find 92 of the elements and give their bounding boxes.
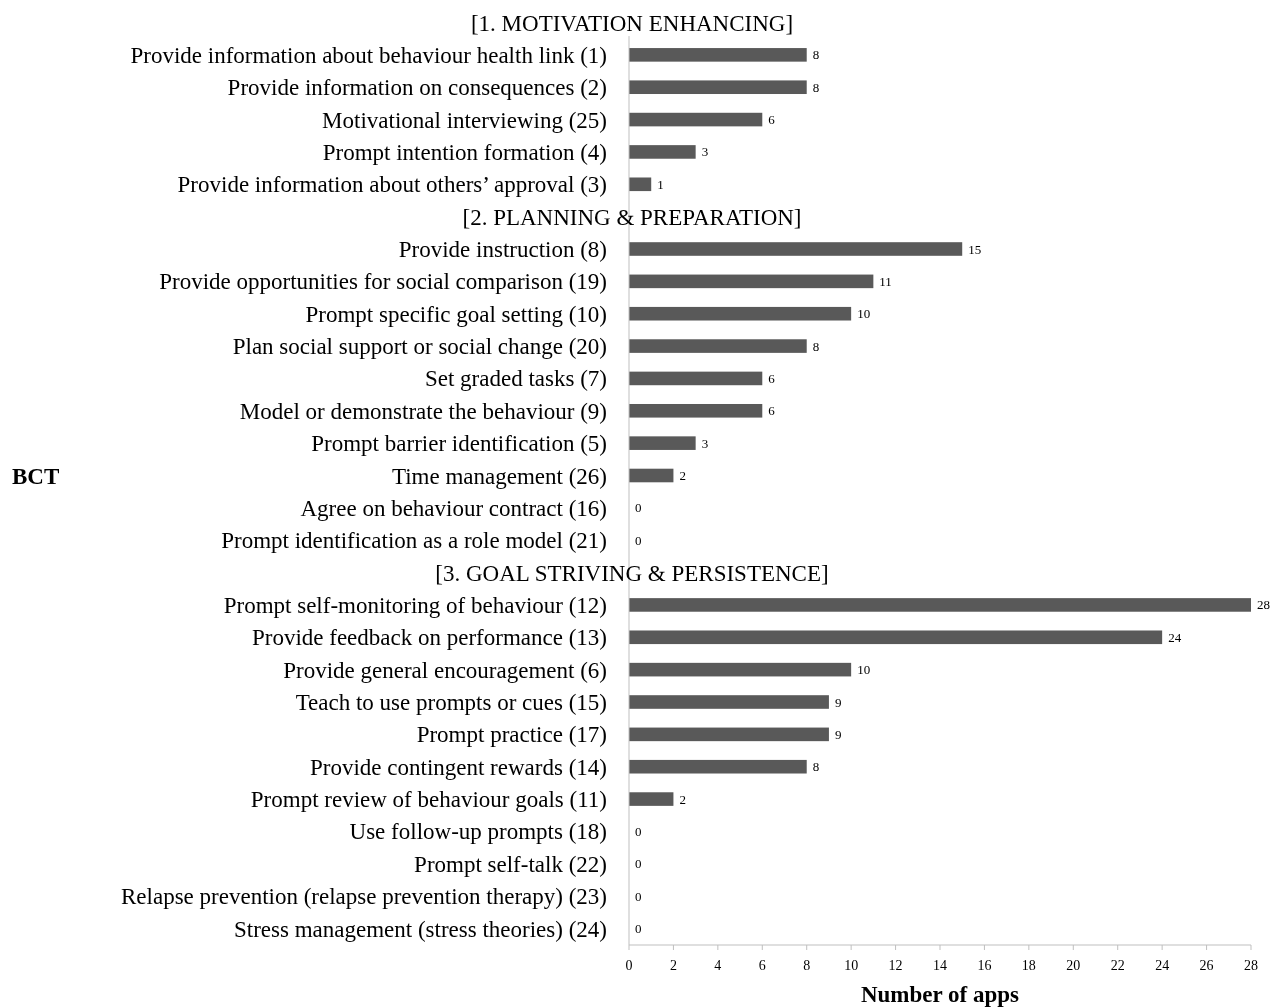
x-tick-label: 10 — [844, 958, 859, 973]
y-tick-label: Motivational interviewing (25) — [322, 107, 607, 133]
x-tick-label: 24 — [1155, 958, 1170, 973]
bar — [629, 112, 763, 127]
bar — [629, 695, 829, 709]
bar — [629, 242, 963, 256]
y-tick-label: Teach to use prompts or cues (15) — [295, 690, 607, 716]
annotation: [3. GOAL STRIVING & PERSISTENCE] — [435, 560, 829, 586]
x-tick-label: 28 — [1244, 958, 1258, 973]
bar — [629, 662, 852, 677]
bar — [629, 727, 829, 742]
y-tick-label: Prompt practice (17) — [416, 722, 607, 748]
x-tick-label: 8 — [803, 958, 811, 973]
y-tick-label: Agree on behaviour contract (16) — [300, 495, 607, 521]
x-tick-label: 4 — [714, 958, 722, 973]
y-tick-label: Provide feedback on performance (13) — [251, 625, 607, 651]
data-label: 15 — [968, 241, 982, 257]
y-tick-label: Stress management (stress theories) (24) — [233, 916, 607, 942]
bar — [629, 792, 674, 806]
data-label: 0 — [635, 888, 642, 904]
data-label: 0 — [635, 856, 642, 872]
y-tick-label: Relapse prevention (relapse prevention therapy) (23) — [121, 884, 607, 910]
bar — [629, 371, 763, 386]
bar — [629, 630, 1163, 645]
y-tick-label: Set graded tasks (7) — [424, 366, 607, 392]
y-tick-label: Use follow-up prompts (18) — [349, 819, 607, 845]
data-label: 2 — [679, 468, 686, 484]
bar — [629, 339, 807, 353]
bar — [629, 80, 807, 95]
bar — [629, 48, 807, 62]
data-label: 11 — [879, 273, 892, 289]
data-label: 24 — [1168, 629, 1182, 645]
y-tick-label: Prompt barrier identification (5) — [311, 431, 607, 457]
bar — [629, 598, 1251, 612]
x-tick-label: 6 — [758, 958, 766, 973]
y-tick-label: Prompt review of behaviour goals (11) — [250, 787, 607, 813]
x-tick-label: 14 — [933, 958, 947, 973]
x-tick-label: 0 — [625, 958, 633, 973]
y-tick-label: Prompt self-talk (22) — [414, 851, 607, 877]
data-label: 3 — [701, 435, 709, 451]
bar — [629, 403, 763, 418]
data-label: 6 — [768, 370, 776, 386]
x-tick-label: 26 — [1199, 958, 1214, 973]
data-label: 6 — [768, 112, 776, 128]
x-axis-title: Number of apps — [860, 982, 1020, 1007]
y-tick-label: Provide opportunities for social comparison (19) — [159, 269, 607, 295]
bar — [629, 468, 674, 483]
data-label: 1 — [657, 176, 664, 192]
y-tick-label: Prompt specific goal setting (10) — [305, 301, 607, 327]
data-label: 9 — [834, 694, 842, 710]
data-label: 0 — [635, 532, 642, 548]
y-axis-title: BCT — [12, 463, 60, 489]
bar — [629, 274, 874, 289]
data-label: 28 — [1257, 597, 1270, 613]
y-tick-label: Provide instruction (8) — [398, 237, 607, 263]
bar — [629, 145, 696, 159]
data-label: 8 — [812, 79, 820, 95]
data-label: 8 — [812, 47, 820, 63]
x-tick-label: 12 — [888, 958, 903, 973]
data-label: 0 — [635, 823, 642, 839]
y-tick-label: Model or demonstrate the behaviour (9) — [239, 398, 607, 424]
text: [1. MOTIVATION ENHANCING] — [470, 10, 794, 36]
data-label: 3 — [701, 144, 709, 160]
bar — [629, 436, 696, 450]
y-tick-label: Provide information about others’ approval (3) — [177, 172, 607, 198]
data-label: 0 — [635, 921, 642, 937]
x-tick-label: 22 — [1110, 958, 1125, 973]
x-tick-label: 2 — [669, 958, 677, 973]
data-label: 0 — [635, 500, 642, 516]
data-label: 8 — [812, 759, 820, 775]
x-tick-label: 16 — [977, 958, 992, 973]
y-tick-label: Provide contingent rewards (14) — [309, 754, 607, 780]
y-tick-label: Prompt identification as a role model (21) — [221, 528, 607, 554]
data-label: 2 — [679, 791, 686, 807]
bar — [629, 306, 852, 321]
y-tick-label: Prompt self-monitoring of behaviour (12) — [223, 592, 607, 618]
data-label: 9 — [834, 726, 842, 742]
bar — [629, 177, 652, 192]
y-tick-label: Prompt intention formation (4) — [322, 139, 607, 165]
data-label: 10 — [857, 662, 871, 678]
bar — [629, 759, 807, 774]
y-tick-label: Provide information about behaviour health link (1) — [130, 42, 607, 68]
x-tick-label: 18 — [1021, 958, 1036, 973]
data-label: 8 — [812, 338, 820, 354]
y-tick-label: Provide information on consequences (2) — [227, 75, 607, 101]
data-label: 10 — [857, 306, 871, 322]
x-tick-label: 20 — [1066, 958, 1081, 973]
y-tick-label: Plan social support or social change (20) — [232, 334, 607, 360]
y-tick-label: Time management (26) — [391, 463, 607, 489]
annotation: [2. PLANNING & PREPARATION] — [462, 204, 802, 230]
data-label: 6 — [768, 403, 776, 419]
y-tick-label: Provide general encouragement (6) — [283, 657, 607, 683]
